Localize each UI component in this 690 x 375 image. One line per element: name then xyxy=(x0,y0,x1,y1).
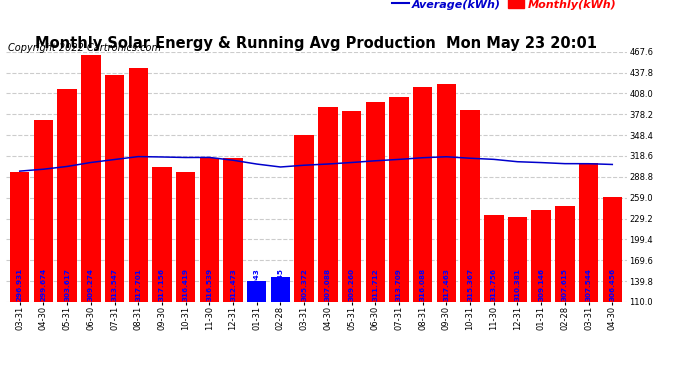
Legend: Average(kWh), Monthly(kWh): Average(kWh), Monthly(kWh) xyxy=(388,0,621,14)
Bar xyxy=(295,135,314,375)
Bar xyxy=(555,206,575,375)
Text: 310.381: 310.381 xyxy=(515,268,520,301)
Bar xyxy=(128,68,148,375)
Bar xyxy=(484,215,504,375)
Bar xyxy=(57,88,77,375)
Bar xyxy=(437,84,456,375)
Bar xyxy=(176,172,195,375)
Text: 316.539: 316.539 xyxy=(206,268,213,301)
Text: 313.547: 313.547 xyxy=(112,268,117,301)
Bar xyxy=(460,110,480,375)
Text: 307.544: 307.544 xyxy=(586,268,591,301)
Bar xyxy=(34,120,53,375)
Bar xyxy=(81,55,101,375)
Text: Copyright 2022 Cartronics.com: Copyright 2022 Cartronics.com xyxy=(8,43,161,52)
Bar xyxy=(366,102,385,375)
Bar xyxy=(270,278,290,375)
Text: 305.372: 305.372 xyxy=(301,268,307,301)
Text: 309.274: 309.274 xyxy=(88,268,94,301)
Bar xyxy=(531,210,551,375)
Bar xyxy=(199,158,219,375)
Text: 313.709: 313.709 xyxy=(396,268,402,301)
Text: 299.674: 299.674 xyxy=(41,268,46,301)
Text: 313.756: 313.756 xyxy=(491,268,497,301)
Bar xyxy=(602,197,622,375)
Text: 306.456: 306.456 xyxy=(609,268,615,301)
Text: 316.419: 316.419 xyxy=(183,268,188,301)
Bar xyxy=(579,164,598,375)
Title: Monthly Solar Energy & Running Avg Production  Mon May 23 20:01: Monthly Solar Energy & Running Avg Produ… xyxy=(35,36,597,51)
Bar xyxy=(105,75,124,375)
Bar xyxy=(318,107,337,375)
Text: 309.146: 309.146 xyxy=(538,268,544,301)
Text: 296.931: 296.931 xyxy=(17,268,23,301)
Bar xyxy=(508,216,527,375)
Text: 303.617: 303.617 xyxy=(64,268,70,301)
Text: 302.845: 302.845 xyxy=(277,268,284,301)
Text: 317.156: 317.156 xyxy=(159,268,165,301)
Text: 307.615: 307.615 xyxy=(562,268,568,301)
Text: 317.701: 317.701 xyxy=(135,268,141,301)
Bar xyxy=(413,87,433,375)
Bar xyxy=(10,172,30,375)
Bar xyxy=(342,111,362,375)
Bar xyxy=(224,158,243,375)
Text: 312.473: 312.473 xyxy=(230,268,236,301)
Text: 307.043: 307.043 xyxy=(254,268,259,301)
Text: 311.712: 311.712 xyxy=(373,268,378,301)
Text: 315.367: 315.367 xyxy=(467,268,473,301)
Bar xyxy=(389,97,408,375)
Text: 316.088: 316.088 xyxy=(420,268,426,301)
Text: 307.088: 307.088 xyxy=(325,268,331,301)
Text: 317.463: 317.463 xyxy=(444,268,449,301)
Bar xyxy=(152,167,172,375)
Bar xyxy=(247,281,266,375)
Text: 309.260: 309.260 xyxy=(348,268,355,301)
